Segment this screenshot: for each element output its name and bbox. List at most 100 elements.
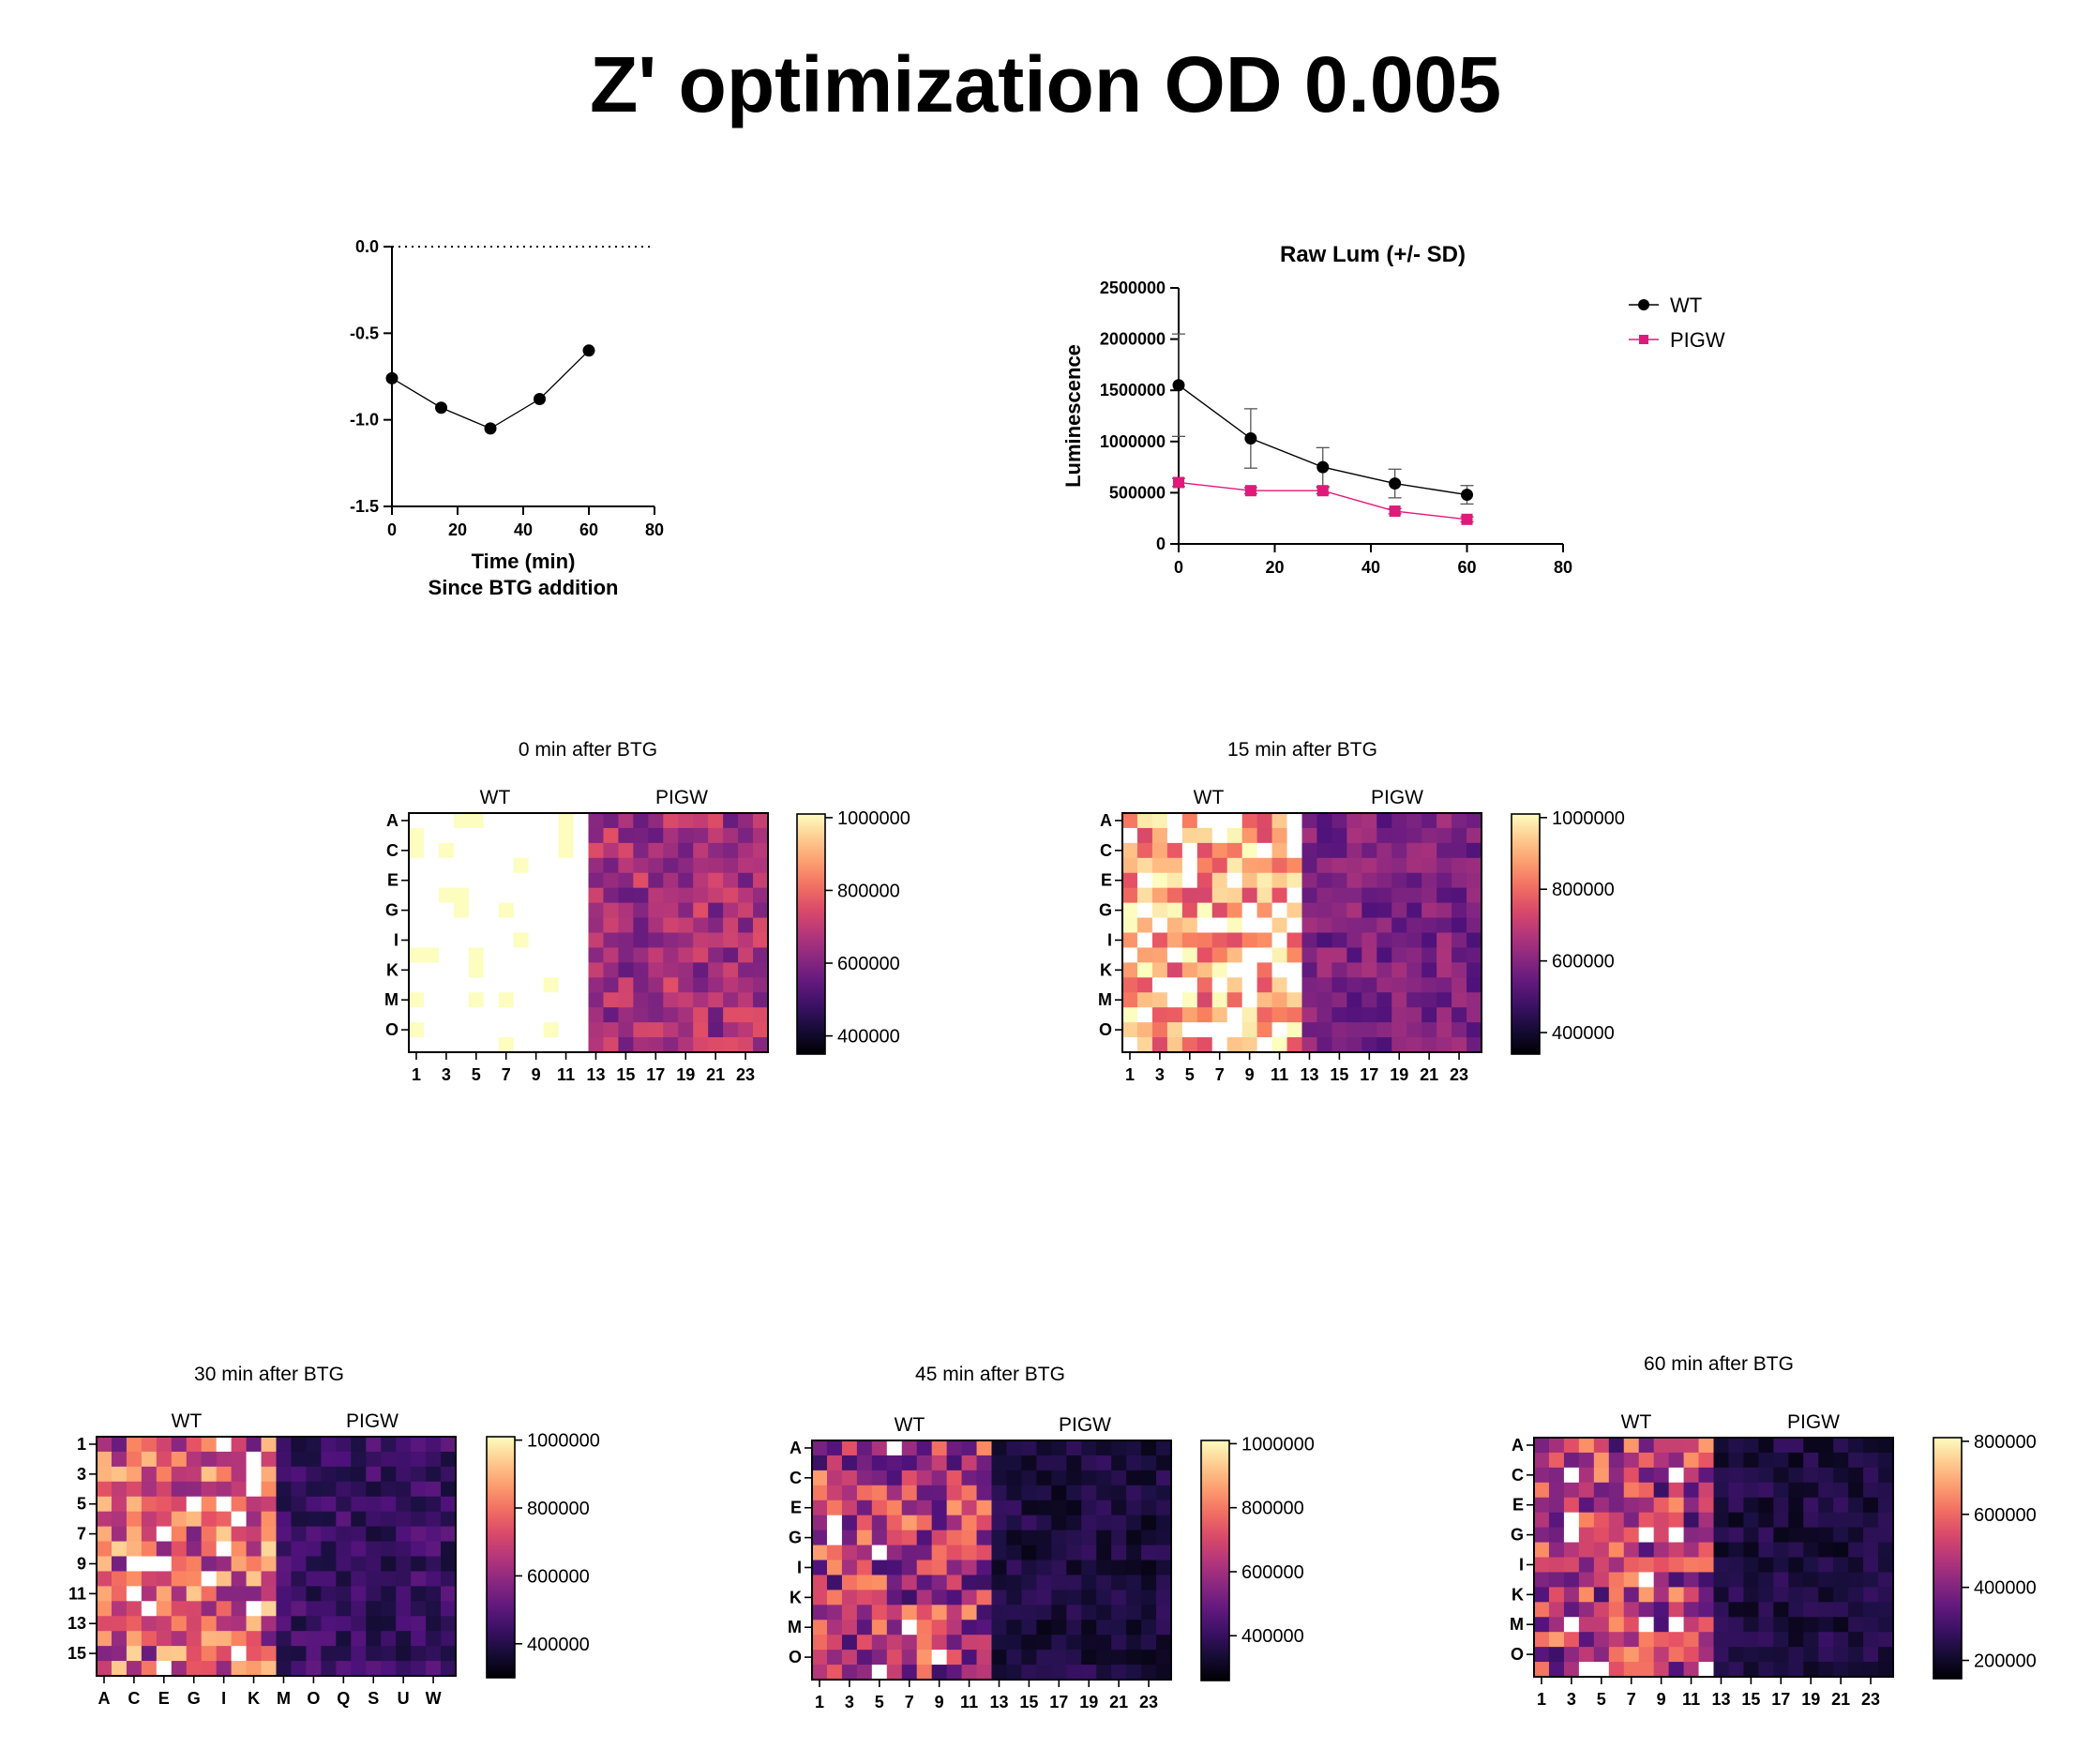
- heatmap-cell: [558, 932, 575, 949]
- heatmap-cell: [618, 932, 634, 949]
- heatmap-cell: [1788, 1542, 1804, 1559]
- heatmap-cell: [97, 1526, 113, 1543]
- heatmap-cell: [723, 1022, 739, 1038]
- heatmap-cell: [483, 1007, 500, 1023]
- heatmap-cell: [916, 1620, 933, 1636]
- heatmap-cell: [1376, 813, 1392, 829]
- row-label: G: [789, 1529, 802, 1547]
- heatmap-cell: [156, 1496, 173, 1513]
- heatmap-cell: [186, 1601, 203, 1617]
- heatmap-cell: [186, 1511, 203, 1528]
- col-label: 11: [1271, 1065, 1288, 1084]
- heatmap-cell: [366, 1451, 382, 1468]
- heatmap-cell: [1111, 1485, 1127, 1501]
- heatmap-cell: [812, 1635, 828, 1651]
- heatmap-cell: [1437, 813, 1452, 829]
- heatmap-cell: [1151, 962, 1168, 978]
- heatmap-cell: [1126, 1515, 1142, 1531]
- heatmap-cell: [1758, 1512, 1774, 1529]
- data-point-PIGW: [1389, 505, 1401, 518]
- heatmap-cell: [1578, 1467, 1595, 1484]
- col-label: 11: [1682, 1690, 1700, 1709]
- row-label: M: [384, 990, 399, 1009]
- heatmap-cell: [1021, 1440, 1037, 1456]
- heatmap-cell: [1773, 1632, 1789, 1648]
- heatmap-cell: [1331, 977, 1347, 993]
- heatmap-cell: [1166, 992, 1183, 1008]
- heatmap-cell: [886, 1620, 903, 1636]
- heatmap-cell: [411, 1661, 427, 1677]
- heatmap-cell: [1286, 827, 1303, 844]
- heatmap-cell: [1818, 1557, 1834, 1574]
- heatmap-cell: [498, 902, 515, 919]
- heatmap-cell: [1226, 992, 1243, 1008]
- heatmap-cell: [916, 1590, 933, 1606]
- heatmap-cell: [1713, 1482, 1730, 1499]
- heatmap-cell: [409, 917, 425, 934]
- heatmap-cell: [396, 1616, 412, 1632]
- heatmap-cell: [693, 962, 709, 978]
- heatmap-cell: [1066, 1620, 1082, 1636]
- heatmap-cell: [483, 1022, 500, 1038]
- heatmap-cell: [1467, 962, 1482, 978]
- heatmap-cell: [1743, 1617, 1759, 1633]
- heatmap-cell: [1713, 1662, 1730, 1678]
- heatmap-cell: [976, 1575, 993, 1591]
- heatmap-cell: [1713, 1527, 1730, 1544]
- heatmap-cell: [1623, 1557, 1640, 1574]
- heatmap-cell: [1773, 1662, 1789, 1678]
- heatmap-cell: [1156, 1620, 1172, 1636]
- heatmap-cell: [1878, 1527, 1894, 1544]
- heatmap-cell: [1653, 1527, 1670, 1544]
- heatmap-cell: [1141, 1665, 1157, 1681]
- heatmap-cell: [633, 1007, 649, 1023]
- heatmap-cell: [1286, 992, 1303, 1008]
- heatmap-cell: [1773, 1647, 1789, 1663]
- heatmap-cell: [1331, 962, 1347, 978]
- heatmap-cell: [1331, 932, 1347, 949]
- heatmap-cell: [1051, 1575, 1067, 1591]
- heatmap-cell: [1422, 992, 1437, 1008]
- heatmap-cell: [97, 1437, 113, 1453]
- heatmap-cell: [441, 1556, 457, 1573]
- heatmap-cell: [1241, 947, 1258, 963]
- heatmap-cell: [171, 1437, 188, 1453]
- heatmap-cell: [1376, 1007, 1392, 1023]
- heatmap-cell: [336, 1437, 352, 1453]
- heatmap-cell: [453, 1022, 470, 1038]
- heatmap-cell: [1467, 947, 1482, 963]
- heatmap-cell: [1331, 842, 1347, 859]
- heatmap-cell: [678, 947, 694, 963]
- col-label: W: [426, 1689, 442, 1708]
- col-label: 13: [1711, 1690, 1730, 1709]
- heatmap-cell: [1863, 1587, 1879, 1603]
- col-label: 1: [815, 1693, 824, 1711]
- heatmap-cell: [633, 932, 649, 949]
- heatmap-cell: [1422, 872, 1437, 889]
- heatmap-cell: [156, 1451, 173, 1468]
- heatmap-cell: [351, 1451, 367, 1468]
- heatmap-cell: [1256, 947, 1273, 963]
- heatmap-cell: [1668, 1452, 1685, 1469]
- heatmap-cell: [1391, 1037, 1407, 1053]
- heatmap-cell: [246, 1437, 263, 1453]
- heatmap-cell: [291, 1496, 308, 1513]
- heatmap-cell: [1608, 1527, 1625, 1544]
- col-label: U: [398, 1689, 410, 1708]
- heatmap-cell: [1241, 992, 1258, 1008]
- heatmap-cell: [558, 1022, 575, 1038]
- heatmap-cell: [1818, 1467, 1834, 1484]
- heatmap-cell: [291, 1437, 308, 1453]
- heatmap-cell: [1051, 1500, 1067, 1516]
- heatmap-cell: [528, 947, 545, 963]
- heatmap-cell: [603, 962, 620, 978]
- heatmap-cell: [678, 813, 694, 829]
- col-label: 11: [960, 1693, 978, 1711]
- heatmap-cell: [1301, 992, 1318, 1008]
- heatmap-cell: [961, 1620, 978, 1636]
- heatmap-cell: [1096, 1605, 1112, 1621]
- heatmap-cell: [1096, 1455, 1112, 1471]
- heatmap-cell: [856, 1455, 873, 1471]
- heatmap-cell: [276, 1511, 293, 1528]
